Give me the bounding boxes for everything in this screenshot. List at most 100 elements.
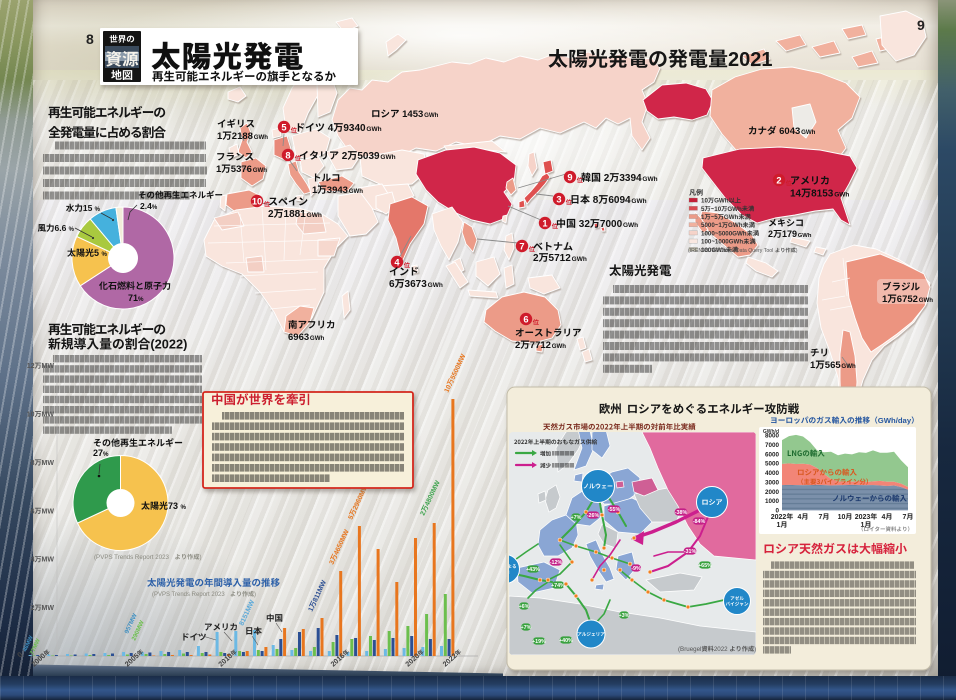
- svg-text:GWh: GWh: [631, 198, 646, 205]
- svg-text:%: %: [103, 451, 109, 458]
- svg-text:6752: 6752: [897, 294, 918, 305]
- svg-text:7: 7: [819, 514, 823, 521]
- svg-text:15: 15: [83, 203, 93, 213]
- svg-text:GWh: GWh: [841, 363, 856, 370]
- svg-text:1: 1: [542, 218, 547, 228]
- svg-text:%: %: [152, 205, 158, 211]
- svg-text:GWh: GWh: [728, 222, 743, 229]
- svg-text:+65%: +65%: [698, 563, 712, 569]
- svg-text:4650MW: 4650MW: [333, 528, 351, 556]
- svg-text:2022: 2022: [771, 514, 787, 521]
- svg-text:4: 4: [798, 514, 802, 521]
- svg-text:1: 1: [882, 294, 888, 305]
- svg-text:10: 10: [252, 196, 262, 206]
- svg-text:1: 1: [216, 164, 222, 175]
- svg-text:3943: 3943: [327, 185, 348, 196]
- svg-text:5: 5: [701, 206, 705, 213]
- svg-text:8: 8: [31, 460, 35, 467]
- svg-text:2023: 2023: [855, 514, 871, 521]
- svg-text:6.6: 6.6: [54, 223, 66, 233]
- svg-text:+7%: +7%: [521, 625, 532, 631]
- svg-text:2: 2: [342, 151, 348, 162]
- svg-text:10: 10: [443, 384, 453, 394]
- svg-text:1: 1: [217, 131, 223, 142]
- svg-text:GWh: GWh: [366, 126, 381, 133]
- svg-text:GWh: GWh: [254, 134, 269, 141]
- svg-text:8153: 8153: [811, 189, 834, 200]
- svg-text:GWh: GWh: [623, 222, 638, 229]
- svg-text:5712: 5712: [549, 253, 572, 264]
- svg-text:5500MW: 5500MW: [450, 353, 468, 381]
- svg-text:2021: 2021: [728, 49, 773, 71]
- svg-text:MW: MW: [42, 363, 55, 370]
- svg-text:GWh: GWh: [307, 212, 322, 219]
- svg-text:): ): [754, 646, 756, 653]
- svg-text:2188: 2188: [232, 131, 253, 142]
- svg-text:~5: ~5: [711, 214, 719, 221]
- svg-text:1: 1: [810, 360, 816, 371]
- svg-text:100GWh: 100GWh: [701, 247, 726, 254]
- svg-text:2: 2: [419, 510, 427, 517]
- svg-text:3394: 3394: [619, 173, 642, 184]
- svg-text:5: 5: [347, 514, 355, 521]
- svg-text:0: 0: [15, 650, 24, 659]
- svg-text:6: 6: [389, 279, 395, 290]
- svg-text:MW: MW: [42, 605, 55, 612]
- svg-text:6094: 6094: [608, 195, 631, 206]
- svg-text:3: 3: [328, 559, 336, 566]
- svg-text:2: 2: [776, 175, 781, 185]
- svg-text:7000: 7000: [600, 219, 623, 230]
- svg-text:1: 1: [307, 606, 315, 613]
- svg-text:4: 4: [394, 257, 400, 267]
- svg-text:2.4: 2.4: [140, 201, 152, 211]
- svg-text:73: 73: [168, 501, 178, 511]
- svg-text:GWh: GWh: [349, 188, 364, 195]
- svg-text:GWh: GWh: [310, 335, 325, 342]
- svg-text:5376: 5376: [231, 164, 252, 175]
- svg-text:-38%: -38%: [675, 510, 688, 516]
- svg-text:%: %: [95, 207, 101, 213]
- svg-text:2: 2: [533, 253, 539, 264]
- svg-text:-31%: -31%: [684, 549, 697, 555]
- svg-text:1881: 1881: [284, 209, 307, 220]
- svg-text:-26%: -26%: [587, 513, 600, 519]
- svg-text:GWh: GWh: [424, 112, 439, 119]
- svg-text:32: 32: [579, 219, 591, 230]
- svg-text:10: 10: [701, 198, 708, 205]
- svg-text:7: 7: [519, 241, 524, 251]
- svg-text:10: 10: [838, 514, 846, 521]
- svg-text:GWh: GWh: [552, 343, 567, 350]
- svg-text:5000~1: 5000~1: [701, 222, 722, 229]
- svg-text:6043: 6043: [779, 126, 800, 137]
- svg-text:14: 14: [790, 189, 802, 200]
- svg-text:%: %: [69, 227, 75, 233]
- svg-text:27: 27: [93, 448, 103, 458]
- svg-text:2022: 2022: [714, 646, 728, 653]
- svg-text:+40%: +40%: [559, 638, 573, 644]
- svg-text:-12%: -12%: [550, 560, 563, 566]
- svg-text:8: 8: [285, 150, 290, 160]
- svg-text:1000: 1000: [765, 498, 780, 505]
- svg-text:): ): [199, 554, 201, 561]
- svg-text:-55%: -55%: [608, 507, 621, 513]
- svg-text:2: 2: [768, 229, 773, 239]
- svg-text:4: 4: [31, 557, 35, 564]
- svg-text:GWh: GWh: [834, 191, 849, 198]
- svg-text:~10: ~10: [711, 206, 722, 213]
- svg-text:+3%: +3%: [619, 613, 630, 619]
- svg-text:6: 6: [523, 314, 528, 324]
- svg-text:5039: 5039: [357, 151, 380, 162]
- svg-text:811MW: 811MW: [312, 579, 328, 603]
- svg-text:1: 1: [861, 522, 865, 529]
- svg-text:+6%: +6%: [519, 604, 530, 610]
- svg-text:GWh: GWh: [714, 198, 729, 205]
- svg-text:3: 3: [556, 194, 561, 204]
- svg-text:6963: 6963: [288, 332, 309, 343]
- svg-text:GWh: GWh: [572, 256, 587, 263]
- svg-text:MW: MW: [42, 508, 55, 515]
- svg-text:71: 71: [128, 293, 138, 303]
- svg-text:8000: 8000: [765, 433, 780, 440]
- svg-text:+74%: +74%: [551, 583, 565, 589]
- svg-text:(PVPS Trends Report 2023: (PVPS Trends Report 2023: [94, 554, 170, 561]
- svg-text:7712: 7712: [530, 340, 551, 351]
